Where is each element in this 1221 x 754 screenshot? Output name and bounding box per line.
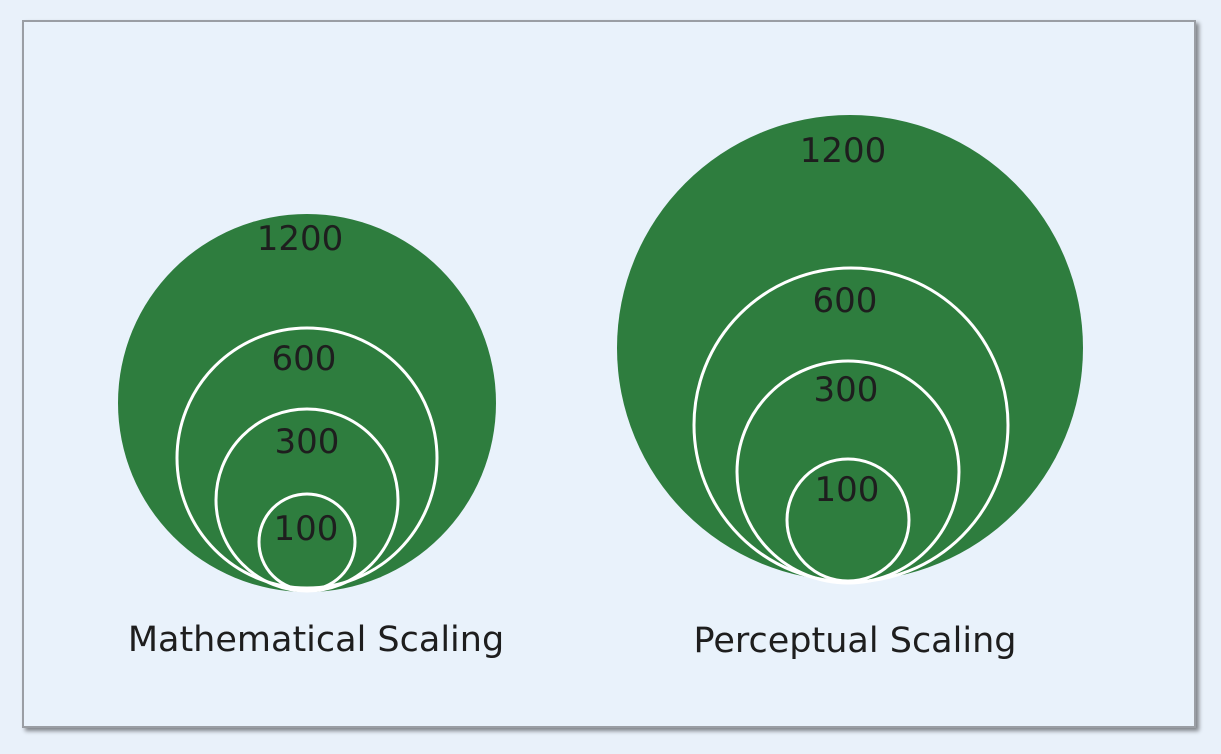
math-label-300: 300 bbox=[275, 422, 340, 462]
perc-label-100: 100 bbox=[815, 470, 880, 510]
perceptual-scaling-group: 1200 600 300 100 Perceptual Scaling bbox=[617, 115, 1083, 661]
perc-circle-100 bbox=[785, 457, 911, 583]
perc-label-600: 600 bbox=[813, 281, 878, 321]
math-label-600: 600 bbox=[272, 339, 337, 379]
math-circle-100 bbox=[257, 492, 357, 592]
math-label-1200: 1200 bbox=[257, 219, 344, 259]
math-circle-1200 bbox=[118, 214, 496, 592]
math-caption: Mathematical Scaling bbox=[128, 620, 504, 660]
perc-caption: Perceptual Scaling bbox=[694, 621, 1017, 661]
perc-label-300: 300 bbox=[814, 370, 879, 410]
perc-circle-1200 bbox=[617, 115, 1083, 581]
perc-circle-300 bbox=[735, 359, 961, 585]
math-circle-600 bbox=[175, 326, 439, 590]
perc-label-1200: 1200 bbox=[800, 131, 887, 171]
mathematical-scaling-group: 1200 600 300 100 Mathematical Scaling bbox=[118, 214, 504, 660]
math-label-100: 100 bbox=[274, 509, 339, 549]
